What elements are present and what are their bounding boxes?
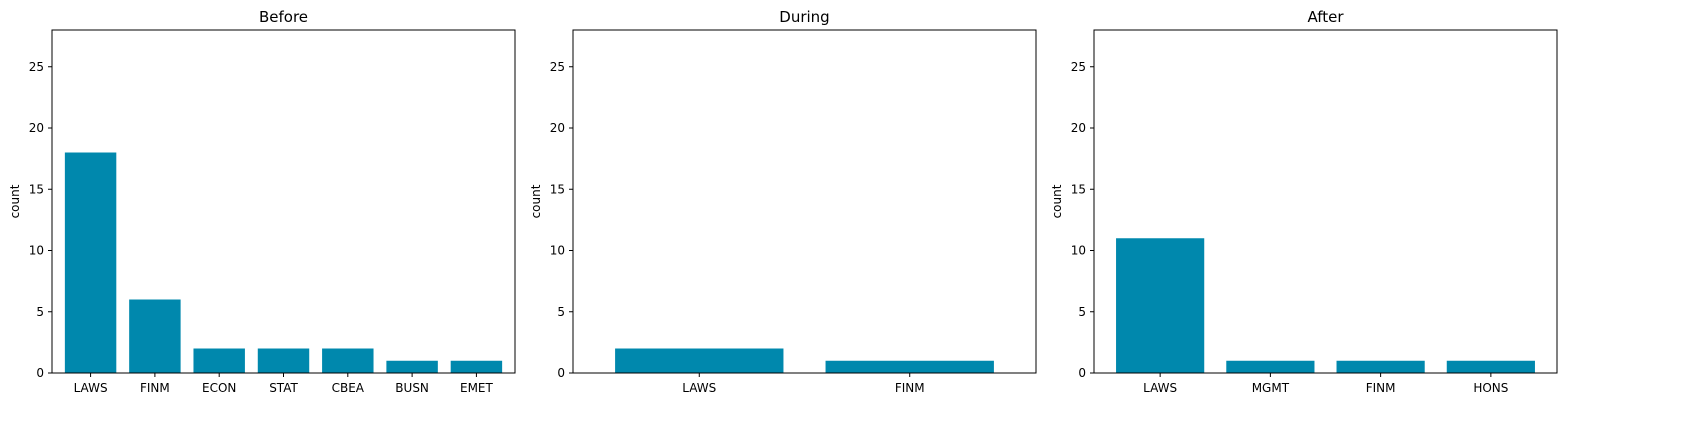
y-tick-label: 20 [550,121,565,135]
bar-finm [129,299,181,373]
bar-stat [257,348,310,373]
axes-frame [51,29,516,374]
y-tick-label: 20 [1071,121,1086,135]
subplot-before: Before count LAWS FINM ECON STAT CBEA BUSN EMET 0… [8,8,516,395]
x-tick-label: STAT [269,381,298,395]
x-tick-label: ECON [202,381,236,395]
y-tick-label: 10 [550,244,565,258]
x-tick-label: LAWS [74,381,108,395]
x-tick-label: EMET [460,381,494,395]
x-tick-label: CBEA [332,381,365,395]
y-axis-label: count [8,184,22,218]
x-tick-label: FINM [140,381,170,395]
bar-laws [1116,238,1205,373]
bar-laws [615,348,784,373]
x-tick-label: MGMT [1252,381,1290,395]
x-tick-label: LAWS [682,381,716,395]
y-tick-label: 5 [557,305,565,319]
y-tick-label: 15 [29,182,44,196]
bar-busn [386,360,438,373]
chart-title: During [779,8,829,26]
subplot-after: After count LAWS MGMT FINM HONS 0 5 10 15 20 25 [1050,8,1558,395]
bar-cbea [322,348,374,373]
y-tick-label: 25 [29,60,44,74]
chart-title: After [1307,8,1344,26]
y-tick-label: 0 [1078,366,1086,380]
y-tick-label: 0 [557,366,565,380]
bar-mgmt [1226,360,1315,373]
bar-econ [193,348,245,373]
y-tick-label: 10 [1071,244,1086,258]
x-tick-label: BUSN [395,381,429,395]
bar-finm [1336,360,1425,373]
x-tick-label: HONS [1473,381,1508,395]
y-tick-label: 25 [1071,60,1086,74]
y-tick-label: 15 [550,182,565,196]
bar-hons [1446,360,1535,373]
bar-laws [64,152,117,373]
subplot-during: During count LAWS FINM 0 5 10 15 20 25 [529,8,1037,395]
y-axis-label: count [1050,184,1064,218]
axes-frame [1093,29,1558,374]
x-tick-label: FINM [1366,381,1396,395]
y-tick-label: 20 [29,121,44,135]
bar-emet [450,360,503,373]
y-tick-label: 15 [1071,182,1086,196]
chart-title: Before [259,8,308,26]
x-tick-label: LAWS [1143,381,1177,395]
y-tick-label: 25 [550,60,565,74]
y-tick-label: 5 [36,305,44,319]
y-tick-label: 0 [36,366,44,380]
x-tick-label: FINM [895,381,925,395]
y-tick-label: 10 [29,244,44,258]
axes-frame [572,29,1037,374]
y-tick-label: 5 [1078,305,1086,319]
y-axis-label: count [529,184,543,218]
bar-finm [825,360,994,373]
